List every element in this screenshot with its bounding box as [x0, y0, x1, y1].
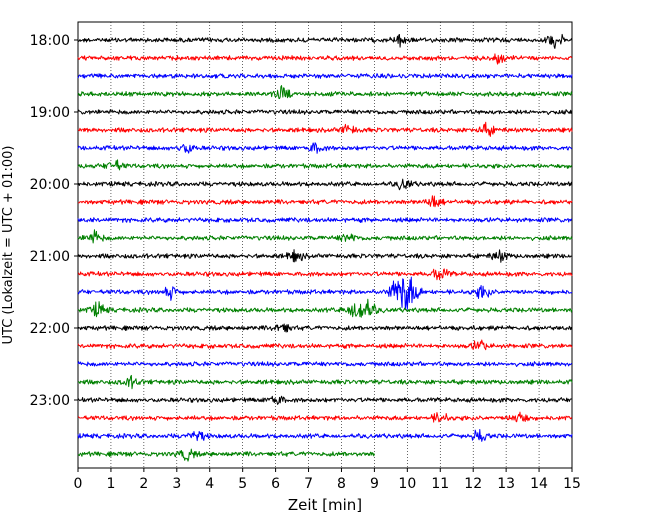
y-tick-label: 21:00	[30, 249, 70, 265]
trace-1830	[77, 73, 573, 79]
y-tick-label: 18:00	[30, 33, 70, 49]
x-tick-label: 0	[74, 476, 83, 492]
trace-2000	[77, 178, 573, 191]
x-tick-label: 3	[172, 476, 181, 492]
x-tick-label: 10	[398, 476, 416, 492]
trace-2300	[77, 395, 573, 405]
trace-1945	[77, 159, 573, 171]
trace-2330	[77, 428, 573, 442]
x-tick-label: 5	[238, 476, 247, 492]
x-tick-label: 13	[497, 476, 515, 492]
trace-1900	[77, 109, 573, 116]
trace-2015	[77, 195, 573, 208]
trace-1815	[77, 53, 573, 65]
x-tick-label: 4	[205, 476, 214, 492]
x-tick-label: 2	[139, 476, 148, 492]
trace-1915	[77, 121, 573, 137]
x-tick-label: 14	[530, 476, 548, 492]
trace-2230	[77, 361, 573, 368]
x-tick-label: 1	[106, 476, 115, 492]
trace-2115	[77, 268, 573, 281]
plot-frame	[77, 21, 573, 469]
x-tick-label: 6	[271, 476, 280, 492]
trace-2315	[77, 411, 573, 423]
x-tick-label: 7	[304, 476, 313, 492]
trace-1930	[77, 142, 573, 154]
trace-2245	[77, 374, 573, 390]
trace-1800	[77, 33, 573, 49]
y-axis-ticks: 18:00 19:00 20:00 21:00 22:00 23:00	[30, 33, 78, 409]
x-tick-label: 11	[431, 476, 449, 492]
seismic-traces	[77, 33, 573, 462]
y-axis-label: UTC (Lokalzeit = UTC + 01:00)	[1, 146, 16, 345]
y-tick-label: 19:00	[30, 105, 70, 121]
y-tick-label: 23:00	[30, 393, 70, 409]
trace-2100	[77, 249, 573, 263]
x-axis-label: Zeit [min]	[288, 496, 362, 514]
trace-2130	[77, 276, 573, 310]
x-tick-label: 9	[370, 476, 379, 492]
x-axis-ticks: 0 1 2 3 4 5 6 7 8 9 10 11 12 13 14 15	[74, 468, 581, 492]
x-tick-label: 12	[464, 476, 482, 492]
trace-2145	[77, 298, 573, 318]
y-tick-label: 22:00	[30, 321, 70, 337]
trace-2030	[77, 217, 573, 224]
x-tick-label: 15	[563, 476, 581, 492]
trace-1845	[77, 85, 573, 100]
trace-2345	[77, 448, 375, 462]
trace-2200	[77, 323, 573, 333]
y-tick-label: 20:00	[30, 177, 70, 193]
grid-lines	[110, 22, 540, 468]
trace-2215	[77, 339, 573, 351]
trace-2045	[77, 229, 573, 244]
x-tick-label: 8	[337, 476, 346, 492]
